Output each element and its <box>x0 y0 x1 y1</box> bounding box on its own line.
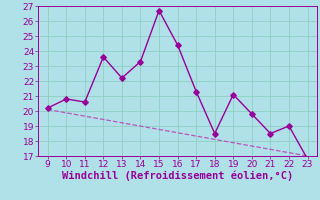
X-axis label: Windchill (Refroidissement éolien,°C): Windchill (Refroidissement éolien,°C) <box>62 171 293 181</box>
